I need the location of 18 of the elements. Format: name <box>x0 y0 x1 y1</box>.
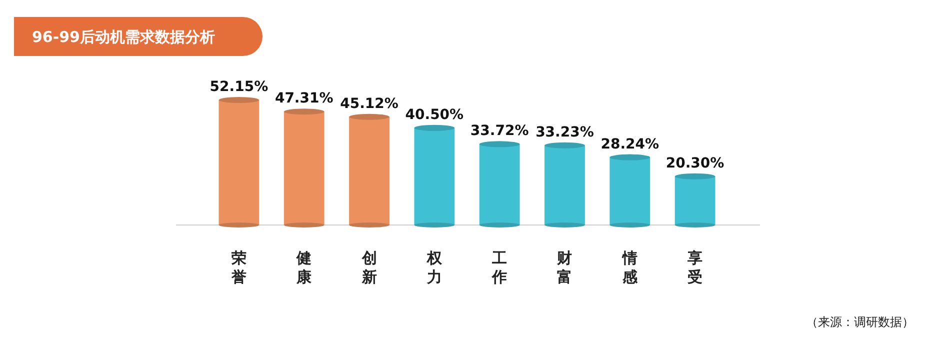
x-tick-label: 享受 <box>686 249 703 286</box>
data-label: 20.30% <box>666 155 724 172</box>
x-tick-label: 荣誉 <box>230 249 246 286</box>
x-tick-label: 财富 <box>556 249 572 286</box>
data-label: 28.24% <box>600 136 660 152</box>
data-label: 40.50% <box>405 106 464 123</box>
data-label: 52.15% <box>210 79 268 95</box>
x-tick-label: 权力 <box>426 249 443 286</box>
chart-title: 96-99后动机需求数据分析 <box>32 28 215 46</box>
data-label: 47.31% <box>274 90 334 107</box>
x-tick-label: 情感 <box>621 249 638 286</box>
data-label: 33.23% <box>536 124 594 140</box>
text: （来源：调研数据） <box>806 315 914 329</box>
data-label: 33.72% <box>470 123 529 140</box>
data-label: 45.12% <box>340 96 398 112</box>
x-tick-label: 创新 <box>360 249 377 286</box>
x-tick-label: 工作 <box>491 249 508 286</box>
x-tick-label: 健康 <box>296 249 313 286</box>
